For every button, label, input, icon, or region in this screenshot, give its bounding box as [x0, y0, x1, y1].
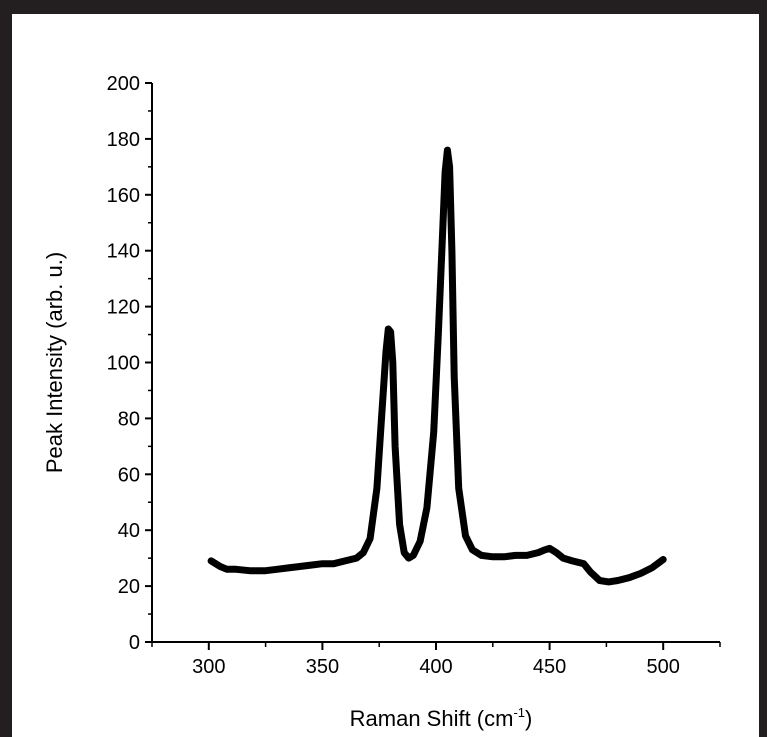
spectrum-line [207, 146, 667, 586]
x-axis-label-superscript: -1 [513, 705, 525, 720]
x-tick-label: 350 [306, 656, 339, 678]
x-axis-ticks: 300 350 400 450 500 [151, 642, 721, 678]
y-tick-label: 120 [107, 297, 140, 319]
y-tick-label: 180 [107, 129, 140, 151]
x-tick-label: 400 [419, 656, 452, 678]
y-tick-label: 140 [107, 241, 140, 263]
x-tick-label: 300 [192, 656, 225, 678]
x-tick-label: 450 [533, 656, 566, 678]
y-tick-label: 160 [107, 185, 140, 207]
y-tick-label: 200 [107, 73, 140, 95]
x-axis-label-close: ) [525, 706, 532, 731]
x-tick-label: 500 [647, 656, 680, 678]
y-tick-label: 40 [118, 520, 140, 542]
y-axis-ticks: 0 20 40 60 80 100 120 140 160 180 200 [107, 73, 152, 654]
y-tick-label: 100 [107, 353, 140, 375]
y-axis-label: Peak Intensity (arb. u.) [42, 252, 67, 473]
y-tick-label: 80 [118, 408, 140, 430]
y-tick-label: 0 [129, 632, 140, 654]
y-tick-label: 60 [118, 464, 140, 486]
x-axis-label: Raman Shift (cm-1) [350, 705, 533, 731]
y-tick-label: 20 [118, 576, 140, 598]
x-axis-label-text: Raman Shift (cm [350, 706, 514, 731]
